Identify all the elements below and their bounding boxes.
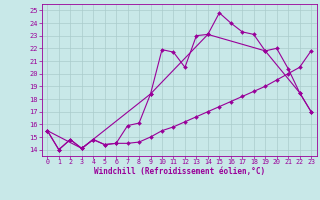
X-axis label: Windchill (Refroidissement éolien,°C): Windchill (Refroidissement éolien,°C) (94, 167, 265, 176)
